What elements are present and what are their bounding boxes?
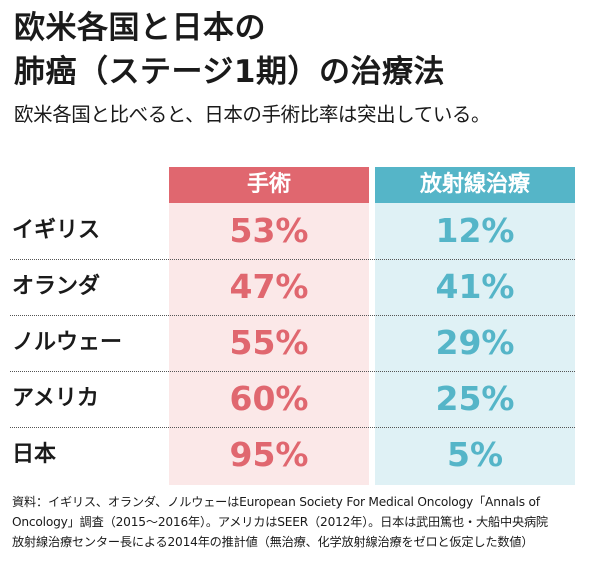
title-line-2: 肺癌（ステージ1期）の治療法 xyxy=(14,54,445,90)
column-header-radiation: 放射線治療 xyxy=(375,167,575,203)
row-separator xyxy=(10,371,575,372)
country-label: アメリカ xyxy=(12,386,99,411)
radiation-value: 41% xyxy=(435,267,515,306)
surgery-value: 47% xyxy=(229,267,309,306)
row-separator xyxy=(10,427,575,428)
source-note: 資料：イギリス、オランダ、ノルウェーはEuropean Society For … xyxy=(12,492,590,552)
radiation-value: 25% xyxy=(435,379,515,418)
row-separator xyxy=(10,315,575,316)
source-line-3: 放射線治療センター長による2014年の推計値（無治療、化学放射線治療をゼロと仮定… xyxy=(12,535,534,549)
country-label: イギリス xyxy=(12,218,101,243)
source-line-2: Oncology」調査（2015～2016年）。アメリカはSEER（2012年）… xyxy=(12,515,548,529)
title-line-1: 欧米各国と日本の xyxy=(14,10,266,46)
column-header-surgery: 手術 xyxy=(169,167,369,203)
column-background-radiation xyxy=(375,203,575,485)
radiation-value: 5% xyxy=(446,435,504,474)
surgery-value: 53% xyxy=(229,211,309,250)
chart-title: 欧米各国と日本の 肺癌（ステージ1期）の治療法 xyxy=(14,6,594,94)
chart-subtitle: 欧米各国と比べると、日本の手術比率は突出している。 xyxy=(14,103,491,126)
country-label: オランダ xyxy=(12,274,101,299)
radiation-value: 12% xyxy=(435,211,515,250)
radiation-value: 29% xyxy=(435,323,515,362)
country-label: 日本 xyxy=(12,442,57,467)
country-label: ノルウェー xyxy=(12,330,123,355)
source-line-1: 資料：イギリス、オランダ、ノルウェーはEuropean Society For … xyxy=(12,495,540,509)
surgery-value: 95% xyxy=(229,435,309,474)
row-separator xyxy=(10,259,575,260)
surgery-value: 55% xyxy=(229,323,309,362)
column-background-surgery xyxy=(169,203,369,485)
surgery-value: 60% xyxy=(229,379,309,418)
